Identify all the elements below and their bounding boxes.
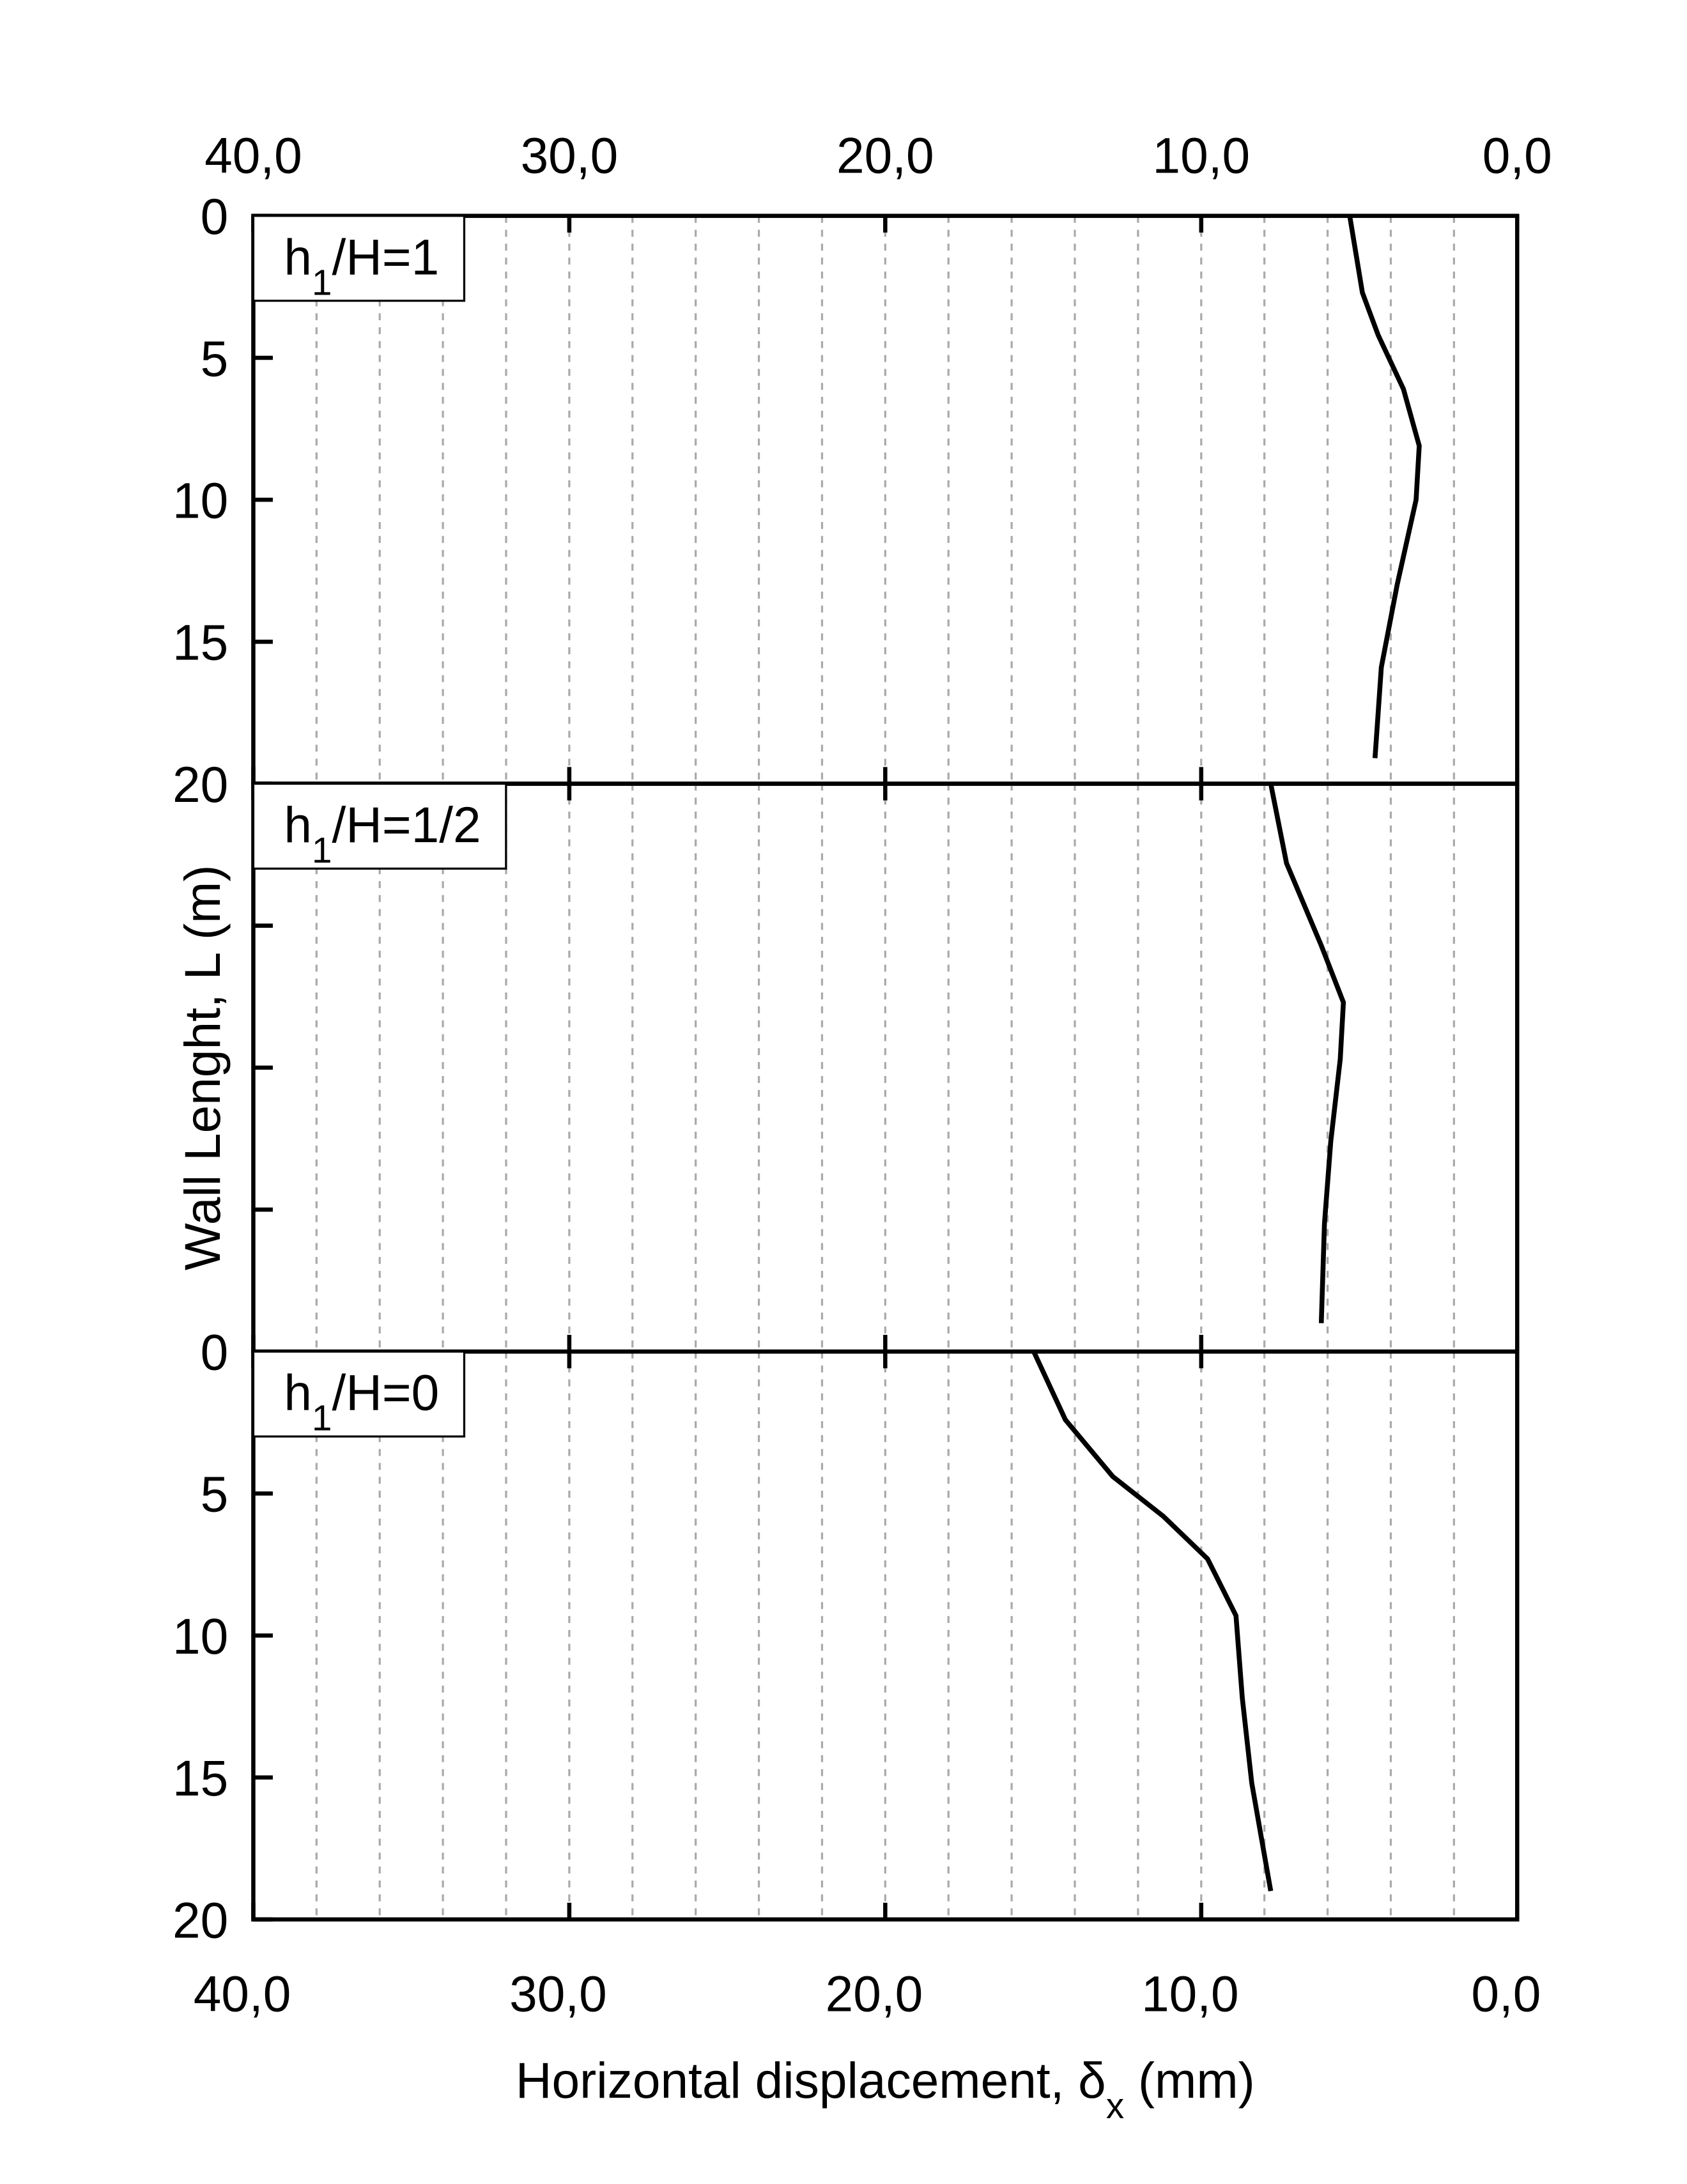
x-axis-title-sub: x xyxy=(1106,2086,1124,2126)
annotation-base: h xyxy=(284,797,312,853)
annotation-box xyxy=(252,215,466,302)
x-tick-label: 40,0 xyxy=(194,1966,291,2022)
x-axis-title: Horizontal displacement, δx (mm) xyxy=(516,2052,1255,2126)
x-tick-label: 40,0 xyxy=(204,127,302,183)
annotation-base: h xyxy=(284,229,312,285)
y-tick-label: 15 xyxy=(173,615,228,671)
x-tick-label: 0,0 xyxy=(1471,1966,1541,2022)
annotation-rest: /H=0 xyxy=(332,1365,439,1421)
x-axis-title-base: Horizontal displacement, δ xyxy=(516,2052,1106,2109)
y-tick-label: 20 xyxy=(173,1892,228,1948)
annotation-base: h xyxy=(284,1365,312,1421)
annotation-rest: /H=1/2 xyxy=(332,797,481,853)
y-tick-label: 10 xyxy=(173,472,228,528)
y-tick-label: 0 xyxy=(201,1325,229,1381)
annotation-sub: 1 xyxy=(312,1398,332,1438)
annotation-sub: 1 xyxy=(312,831,332,871)
y-tick-label: 20 xyxy=(173,757,228,813)
x-tick-label: 20,0 xyxy=(826,1966,923,2022)
y-tick-label: 10 xyxy=(173,1608,228,1665)
y-tick-label: 0 xyxy=(201,188,229,245)
data-line xyxy=(1347,215,1422,758)
plot-frame xyxy=(251,1349,1520,1922)
x-tick-label: 0,0 xyxy=(1483,127,1552,183)
y-tick-label: 15 xyxy=(173,1750,228,1806)
annotation-sub: 1 xyxy=(312,263,332,303)
y-tick-label: 5 xyxy=(201,1466,229,1523)
y-tick-label: 5 xyxy=(201,330,229,387)
data-line xyxy=(1268,783,1346,1323)
x-tick-label: 30,0 xyxy=(509,1966,607,2022)
data-line xyxy=(1031,1350,1274,1892)
x-tick-label: 10,0 xyxy=(1141,1966,1239,2022)
x-tick-label: 30,0 xyxy=(521,127,619,183)
annotation: h1/H=1/2 xyxy=(284,797,481,870)
annotation: h1/H=1 xyxy=(284,229,439,302)
x-tick-label: 20,0 xyxy=(836,127,934,183)
x-axis-title-rest: (mm) xyxy=(1124,2052,1255,2109)
annotation: h1/H=0 xyxy=(284,1365,439,1439)
annotation-box xyxy=(252,782,507,870)
y-axis-title: Wall Lenght, L (m) xyxy=(174,865,231,1271)
annotation-box xyxy=(252,1350,466,1438)
x-tick-label: 10,0 xyxy=(1152,127,1250,183)
annotation-rest: /H=1 xyxy=(332,229,439,285)
